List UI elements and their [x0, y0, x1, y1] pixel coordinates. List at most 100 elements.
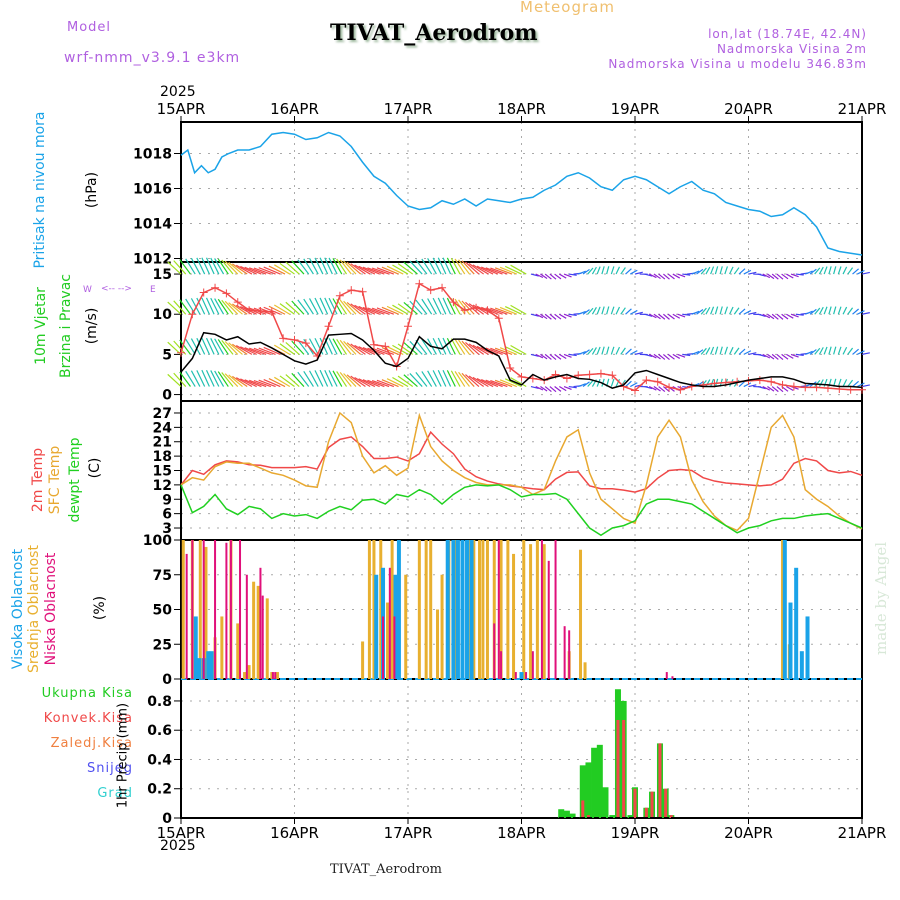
wind-barb — [805, 270, 813, 275]
wind-barb — [852, 268, 859, 275]
wind-barb — [476, 378, 494, 388]
wind-barb — [319, 257, 329, 275]
y-tick-label: 0 — [162, 811, 172, 827]
wind-barb — [214, 298, 225, 315]
wind-barb — [610, 346, 615, 355]
gust-marker — [404, 322, 412, 331]
wind-barb — [454, 338, 466, 355]
wind-barb — [658, 386, 666, 393]
wind-barb — [421, 338, 433, 355]
gust-marker — [494, 314, 503, 323]
wind-barb — [648, 313, 657, 319]
cloud-bar — [671, 676, 674, 679]
wind-barb — [297, 299, 310, 315]
wind-barb — [324, 257, 333, 275]
wind-barb — [437, 257, 447, 275]
wind-barb — [224, 260, 239, 275]
wind-barb — [376, 379, 395, 388]
x-tick-label-top: 15APR — [157, 100, 206, 118]
x-tick-label-bottom: 16APR — [270, 824, 319, 842]
precip-total-bar — [585, 762, 592, 818]
wind-barb — [610, 378, 615, 387]
gust-marker — [199, 288, 208, 297]
x-tick-label-top: 17APR — [384, 100, 433, 118]
wind-barb — [458, 299, 470, 315]
chart-title: TIVAT_Aerodrom — [330, 20, 538, 46]
wind-barb — [648, 353, 657, 359]
y-tick-label: 100 — [143, 533, 172, 549]
wind-barb — [719, 306, 723, 315]
wind-barb — [757, 385, 766, 390]
wind-barb — [339, 259, 352, 275]
x-tick-label-top: 19APR — [611, 100, 660, 118]
cloud-bar — [181, 540, 185, 679]
wind-barb — [568, 353, 577, 357]
wind-barb — [724, 346, 729, 355]
x-tick-label-bottom: 20APR — [724, 824, 773, 842]
gust-marker — [426, 286, 435, 295]
wind-barb — [591, 306, 597, 315]
wind-barb — [409, 373, 423, 387]
wind-barb — [472, 304, 489, 315]
wind-barb — [658, 273, 666, 280]
wind-barb — [196, 337, 206, 355]
wind-barb — [371, 379, 390, 388]
legend-convective-rain: Konvek.Kisa — [43, 711, 133, 726]
wind-barb — [397, 303, 414, 315]
wind-barb — [852, 380, 859, 387]
wind-barb — [563, 385, 572, 390]
compass-e-icon: E — [150, 285, 156, 295]
wind-barb — [540, 273, 548, 280]
wind-barb — [274, 344, 291, 355]
wind-barb — [606, 346, 610, 355]
wind-barb — [738, 308, 746, 315]
wind-barb — [634, 311, 643, 315]
wind-barb — [235, 377, 253, 388]
wind-barb — [710, 378, 715, 387]
wind-barb — [494, 267, 513, 275]
wind-barb — [705, 347, 711, 355]
wind-barb — [392, 344, 409, 355]
wind-barb — [468, 263, 485, 275]
wind-barb — [472, 376, 489, 388]
wind-barb — [358, 378, 376, 388]
wind-barb — [205, 257, 215, 275]
gust-marker — [528, 374, 537, 383]
legend-hail: Grad — [97, 786, 133, 801]
wind-barb — [499, 266, 517, 275]
wind-barb — [634, 351, 643, 355]
wind-barb — [757, 273, 766, 277]
wind-barb — [279, 303, 295, 315]
wind-barb — [228, 342, 243, 355]
wind-barb — [332, 298, 343, 315]
wind-barb — [367, 347, 385, 355]
wind-barb — [485, 379, 503, 388]
wind-barb — [559, 386, 567, 392]
wind-barb — [201, 369, 210, 387]
wind-barb — [350, 303, 366, 315]
wind-barb — [196, 370, 206, 387]
y-tick-label: 5 — [162, 347, 172, 363]
y-tick-label: 15 — [153, 267, 172, 283]
wind-barb — [790, 353, 799, 358]
wind-barb — [167, 261, 182, 275]
precip-convective-bar — [586, 815, 590, 818]
wind-barb — [629, 309, 638, 315]
wind-barb — [857, 382, 865, 388]
gust-marker — [483, 306, 492, 315]
wind-barb — [504, 305, 522, 315]
wind-barb — [625, 268, 632, 275]
cloud-bar — [185, 553, 188, 679]
y-tick-label: 9 — [162, 492, 172, 508]
wind-barb — [625, 380, 632, 387]
y-tick-label: 27 — [153, 406, 172, 422]
wind-barb — [776, 386, 784, 393]
wind-barb — [472, 344, 489, 355]
wind-barb — [559, 273, 567, 279]
wind-barb — [332, 370, 343, 387]
wind-barb — [432, 257, 442, 275]
wind-barb — [214, 338, 225, 355]
wind-barb — [629, 350, 638, 355]
cloud-bar — [535, 540, 539, 679]
wind-barb — [339, 371, 352, 387]
